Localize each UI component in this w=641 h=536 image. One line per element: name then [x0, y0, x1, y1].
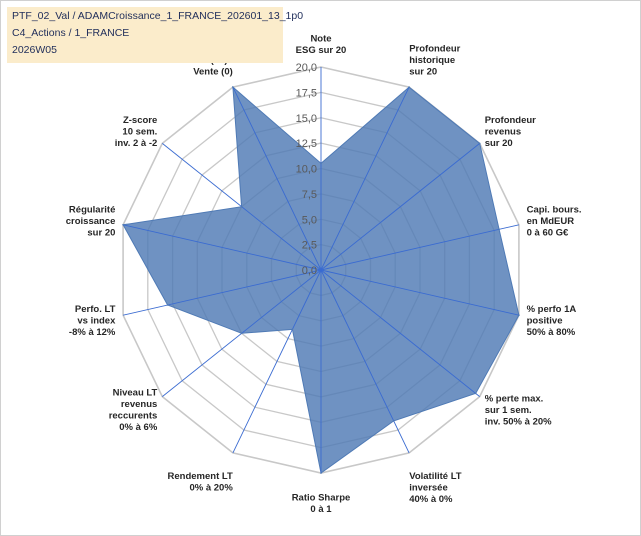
axis-label-line: 0% à 6%	[119, 422, 158, 433]
data-point	[478, 142, 481, 145]
axis-spoke	[122, 224, 322, 271]
axis-label-line: historique	[409, 55, 455, 66]
axis-label-line: Profondeur	[485, 115, 536, 126]
axis-label-line: vs index	[77, 315, 116, 326]
axis-label-line: % perte max.	[485, 393, 544, 404]
axis-label-line: positive	[527, 315, 563, 326]
tick-label: 20,0	[296, 62, 317, 74]
data-point	[392, 420, 395, 422]
axis-label-line: 0 à 1	[310, 504, 332, 515]
week-label: 2026W05	[12, 44, 57, 56]
axis-spoke	[320, 269, 410, 454]
axis-label-line: sur 20	[409, 67, 437, 78]
axis-spoke	[122, 269, 322, 316]
tick-label: 0,0	[302, 265, 317, 277]
axis-label-line: 50% à 80%	[527, 327, 576, 338]
axis-spoke	[320, 269, 520, 316]
axis-label-line: Vente (0)	[193, 67, 233, 78]
axis-label-line: 0 à 60 G€	[527, 228, 569, 239]
portfolio-info-box: PTF_02_Val / ADAMCroissance_1_FRANCE_202…	[7, 7, 303, 63]
axis-spoke	[232, 86, 322, 271]
tick-label: 5,0	[302, 214, 317, 226]
data-point	[320, 472, 322, 474]
axis-label-line: Perfo. LT	[75, 304, 116, 315]
axis-label-line: -8% à 12%	[69, 327, 116, 338]
axis-label: % perte max.sur 1 sem.inv. 50% à 20%	[485, 393, 552, 427]
portfolio-name: PTF_02_Val / ADAMCroissance_1_FRANCE_202…	[12, 10, 304, 22]
axis-label-line: Volatilité LT	[409, 471, 462, 482]
axis-label-line: 10 sem.	[122, 127, 157, 138]
axis-label-line: revenus	[485, 127, 521, 138]
axis-label-line: en MdEUR	[527, 216, 575, 227]
data-point	[408, 86, 410, 88]
axis-label-line: 40% à 0%	[409, 494, 453, 505]
tick-label: 17,5	[296, 87, 317, 99]
axis-label: Rendement LT0% à 20%	[168, 471, 234, 494]
axis-spoke	[232, 269, 322, 454]
axis-label-line: Régularité	[69, 205, 115, 216]
category-name: C4_Actions / 1_FRANCE	[12, 27, 130, 39]
axis-label-line: croissance	[66, 216, 116, 227]
axis-spoke	[320, 143, 480, 271]
axis-spoke	[320, 269, 480, 397]
data-point	[240, 332, 243, 335]
axis-label-line: inv. 50% à 20%	[485, 416, 552, 427]
axis-label-line: Note	[310, 34, 331, 45]
data-point	[232, 86, 234, 88]
axis-label-line: Z-score	[123, 115, 157, 126]
data-point	[320, 162, 322, 165]
data-point	[166, 304, 169, 306]
data-point	[498, 228, 500, 231]
axis-label-line: sur 1 sem.	[485, 405, 532, 416]
axis-label-line: Ratio Sharpe	[292, 493, 351, 504]
axis-label-line: Capi. bours.	[527, 205, 582, 216]
data-point	[474, 392, 477, 395]
tick-label: 10,0	[296, 164, 317, 176]
axis-label-line: ESG sur 20	[296, 45, 347, 56]
axis-label-line: % perfo 1A	[527, 304, 577, 315]
tick-label: 7,5	[302, 189, 317, 201]
axis-spoke	[320, 86, 410, 271]
axis-label-line: Niveau LT	[113, 388, 158, 399]
axis-label-line: sur 20	[87, 228, 115, 239]
data-point	[291, 328, 294, 331]
axis-label-line: Rendement LT	[168, 471, 233, 482]
data-point	[518, 314, 520, 317]
data-point	[240, 205, 243, 208]
axis-label-line: inv. 2 à -2	[115, 138, 158, 149]
axis-spoke	[320, 224, 520, 271]
tick-label: 12,5	[296, 138, 317, 150]
axis-label-line: revenus	[121, 399, 157, 410]
data-point	[122, 224, 124, 226]
tick-label: 15,0	[296, 113, 317, 125]
tick-label: 2,5	[302, 240, 317, 252]
axis-label-line: sur 20	[485, 138, 513, 149]
axis-label-line: 0% à 20%	[189, 483, 233, 494]
axis-label-line: Profondeur	[409, 44, 460, 55]
axis-label-line: inversée	[409, 483, 448, 494]
axis-label-line: reccurents	[109, 411, 158, 422]
